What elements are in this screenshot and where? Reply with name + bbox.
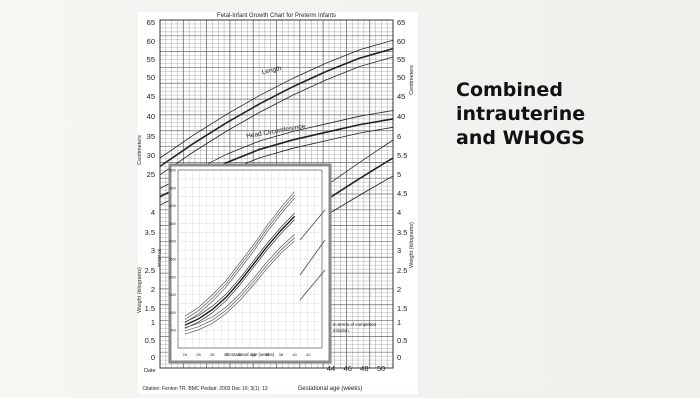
x-tick-label: 50 — [377, 364, 385, 373]
x-tick-label: 44 — [327, 364, 335, 373]
inset-x-tick-label: 42 — [306, 352, 311, 357]
inset-y-tick-label: 2500 — [169, 258, 176, 262]
y-axis-label-right-upper: Centimeters — [409, 65, 415, 95]
tick-label-right-kg: 1 — [397, 318, 401, 327]
inset-x-tick-label: 36 — [265, 352, 270, 357]
inset-x-tick-label: 34 — [251, 352, 256, 357]
series-line-length — [159, 56, 394, 176]
tick-label-right-kg: 5 — [397, 170, 401, 179]
tick-label-right-kg: 5.5 — [397, 151, 407, 160]
tick-label-right-cm: 65 — [397, 18, 405, 27]
inset-extension-line — [299, 269, 326, 301]
tick-label-left-kg: 2.5 — [145, 266, 155, 275]
x-tick-label: 48 — [360, 364, 368, 373]
inset-x-tick-label: 28 — [210, 352, 215, 357]
inset-x-tick-label: 26 — [196, 352, 201, 357]
inset-y-tick-label: 500 — [171, 329, 177, 333]
tick-label-left-cm: 45 — [147, 92, 155, 101]
citation-text: Citation: Fenton TR. BMC Pediatr. 2003 D… — [142, 386, 267, 392]
inset-series-line — [184, 237, 295, 332]
inset-x-tick-label: 38 — [279, 352, 284, 357]
series-line-length — [159, 47, 394, 168]
inset-series-line — [184, 240, 295, 335]
inset-y-tick-label: 1000 — [169, 311, 176, 315]
chart-note-line: in terms of completed — [333, 322, 377, 327]
tick-label-right-cm: 50 — [397, 73, 405, 82]
chart-frame — [159, 19, 394, 369]
inset-extension-line — [299, 209, 326, 241]
tick-label-right-kg: 4 — [397, 208, 401, 217]
tick-label-left-cm: 55 — [147, 55, 155, 64]
tick-label-left-cm: 30 — [147, 151, 155, 160]
tick-label-right-kg: 2 — [397, 285, 401, 294]
inset-series-line — [184, 191, 295, 317]
tick-label-left-kg: 2 — [151, 285, 155, 294]
tick-label-left-kg: 3 — [151, 246, 155, 255]
tick-label-left-cm: 40 — [147, 112, 155, 121]
series-line-length — [159, 39, 394, 159]
tick-label-left-cm: 50 — [147, 73, 155, 82]
tick-label-left-kg: 3.5 — [145, 228, 155, 237]
inset-y-axis-label: Weight (g) — [156, 248, 161, 267]
series-label-length: Length — [261, 65, 282, 76]
inset-y-tick-label: 4000 — [169, 204, 176, 208]
title-line-3: and WHOGS — [456, 127, 585, 149]
date-row-label: Date — [144, 368, 156, 374]
tick-label-left-cm: 60 — [147, 37, 155, 46]
tick-label-left-kg: 0 — [151, 353, 155, 362]
tick-label-left-kg: 1.5 — [145, 304, 155, 313]
inset-x-axis-label: Gestational age (weeks) — [226, 352, 275, 357]
tick-label-right-kg: 4.5 — [397, 189, 407, 198]
tick-label-left-cm: 25 — [147, 170, 155, 179]
tick-label-left-kg: 0.5 — [145, 336, 155, 345]
inset-y-tick-label: 1500 — [169, 293, 176, 297]
tick-label-right-kg: 6 — [397, 132, 401, 141]
inset-y-tick-label: 3000 — [169, 240, 176, 244]
tick-label-right-cm: 45 — [397, 92, 405, 101]
inset-series-line — [184, 219, 295, 329]
tick-label-right-kg: 3.5 — [397, 228, 407, 237]
title-line-2: intrauterine — [456, 103, 586, 125]
inset-series-line — [184, 197, 295, 323]
inset-series-line — [184, 234, 295, 328]
slide-title: Combined intrauterine and WHOGS — [456, 78, 686, 150]
y-axis-label-left-lower: Weight (kilograms) — [137, 267, 143, 313]
x-axis-label: Gestational age (weeks) — [298, 386, 363, 392]
tick-label-right-kg: 1.5 — [397, 304, 407, 313]
chart-note-line: estation. — [333, 328, 350, 333]
tick-label-right-cm: 40 — [397, 112, 405, 121]
inset-x-tick-label: 30 — [224, 352, 229, 357]
inset-y-tick-label: 2000 — [169, 275, 176, 279]
inset-series-line — [184, 215, 296, 326]
tick-label-left-kg: 1 — [151, 318, 155, 327]
inset-series-line — [184, 212, 295, 323]
tick-label-right-cm: 55 — [397, 55, 405, 64]
inset-extension-line — [299, 239, 326, 276]
y-axis-label-left: Centimeters — [137, 135, 143, 165]
inset-x-tick-label: 32 — [237, 352, 242, 357]
tick-label-left-cm: 35 — [147, 132, 155, 141]
title-line-1: Combined — [456, 79, 563, 101]
inset-y-tick-label: 3500 — [169, 222, 176, 226]
tick-label-left-cm: 65 — [147, 18, 155, 27]
tick-label-right-cm: 60 — [397, 37, 405, 46]
tick-label-right-kg: 3 — [397, 246, 401, 255]
inset-y-tick-label: 5000 — [169, 169, 176, 173]
y-axis-label-right-lower: Weight (kilograms) — [409, 222, 415, 268]
inset-x-tick-label: 24 — [183, 352, 188, 357]
tick-label-right-kg: 0 — [397, 353, 401, 362]
inset-x-tick-label: 40 — [292, 352, 297, 357]
x-tick-label: 46 — [344, 364, 352, 373]
inset-y-tick-label: 4500 — [169, 186, 176, 190]
chart-title: Fetal-Infant Growth Chart for Preterm In… — [217, 13, 336, 19]
inset-series-line — [184, 194, 295, 320]
tick-label-right-kg: 0.5 — [397, 336, 407, 345]
tick-label-left-kg: 4 — [151, 208, 155, 217]
tick-label-right-kg: 2.5 — [397, 266, 407, 275]
